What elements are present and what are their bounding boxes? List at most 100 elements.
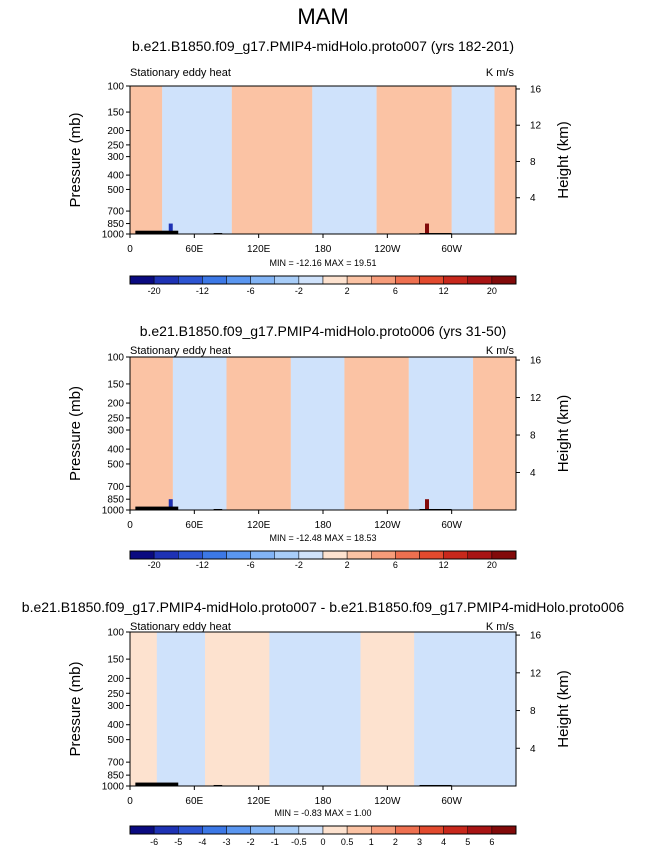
colorbar-swatch xyxy=(346,550,372,560)
y-tick-label: 500 xyxy=(107,185,124,196)
y-tick-label: 100 xyxy=(107,82,124,93)
colorbar-swatch xyxy=(250,550,275,560)
heatmap-extreme xyxy=(168,499,173,510)
height-tick-label: 12 xyxy=(530,668,542,679)
colorbar-swatch xyxy=(274,550,300,560)
colorbar-tick-label: -2 xyxy=(247,837,255,847)
x-tick-label: 60E xyxy=(185,244,203,255)
colorbar-swatch xyxy=(395,550,420,560)
min-max-stats: MIN = -0.83 MAX = 1.00 xyxy=(274,808,371,818)
colorbar-tick-label: 2 xyxy=(345,560,350,570)
heatmap-band xyxy=(205,632,270,786)
y-tick-label: 300 xyxy=(107,701,124,712)
heatmap-band xyxy=(269,632,361,786)
panel-title: b.e21.B1850.f09_g17.PMIP4-midHolo.proto0… xyxy=(132,38,514,54)
x-tick-label: 120W xyxy=(374,520,401,531)
colorbar-swatch xyxy=(250,825,275,835)
colorbar-swatch xyxy=(322,825,348,835)
colorbar-swatch xyxy=(467,550,493,560)
y2-axis-title: Height (km) xyxy=(555,395,572,473)
colorbar-swatch xyxy=(298,550,324,560)
panel-units: K m/s xyxy=(486,345,515,357)
height-tick-label: 12 xyxy=(530,393,542,404)
heatmap-band xyxy=(494,86,516,234)
y-tick-label: 400 xyxy=(107,445,124,456)
colorbar-tick-label: -2 xyxy=(295,286,303,296)
heatmap-band xyxy=(408,357,474,510)
y-tick-label: 850 xyxy=(107,219,124,230)
colorbar-tick-label: 5 xyxy=(465,837,470,847)
y-tick-label: 150 xyxy=(107,108,124,119)
height-tick-label: 4 xyxy=(530,744,536,755)
colorbar-swatch xyxy=(178,550,203,560)
panel-title: b.e21.B1850.f09_g17.PMIP4-midHolo.proto0… xyxy=(22,599,625,615)
y-tick-label: 100 xyxy=(107,628,124,639)
colorbar-tick-label: 0.5 xyxy=(341,837,354,847)
colorbar-swatch xyxy=(274,275,300,285)
colorbar-swatch xyxy=(153,550,179,560)
heatmap-band xyxy=(360,632,415,786)
colorbar-tick-label: -20 xyxy=(148,560,161,570)
heatmap-band xyxy=(162,86,232,234)
heatmap-band xyxy=(130,86,163,234)
x-tick-label: 180 xyxy=(315,520,332,531)
panel-title: b.e21.B1850.f09_g17.PMIP4-midHolo.proto0… xyxy=(140,323,507,339)
colorbar-frame xyxy=(129,550,517,560)
topography xyxy=(135,782,179,786)
colorbar-swatch xyxy=(129,550,155,560)
min-max-stats: MIN = -12.48 MAX = 18.53 xyxy=(269,533,376,543)
colorbar-swatch xyxy=(443,825,468,835)
y-tick-label: 200 xyxy=(107,674,124,685)
colorbar-swatch xyxy=(298,825,324,835)
colorbar-swatch xyxy=(226,825,251,835)
x-tick-label: 60W xyxy=(441,796,462,807)
y-tick-label: 700 xyxy=(107,758,124,769)
colorbar-swatch xyxy=(419,275,444,285)
height-tick-label: 12 xyxy=(530,121,542,132)
colorbar-swatch xyxy=(202,825,227,835)
colorbar-tick-label: -5 xyxy=(174,837,182,847)
x-tick-label: 0 xyxy=(127,520,133,531)
y-axis-title: Pressure (mb) xyxy=(67,112,84,207)
colorbar-swatch xyxy=(467,275,493,285)
colorbar-frame xyxy=(129,275,517,285)
colorbar-swatch xyxy=(443,275,468,285)
colorbar-tick-label: -3 xyxy=(222,837,230,847)
heatmap-band xyxy=(473,357,516,510)
panel-units: K m/s xyxy=(486,621,515,633)
colorbar-swatch xyxy=(371,275,396,285)
panel-units: K m/s xyxy=(486,67,515,79)
x-tick-label: 0 xyxy=(127,796,133,807)
y-tick-label: 700 xyxy=(107,207,124,218)
topography xyxy=(213,784,223,786)
colorbar-swatch xyxy=(443,550,468,560)
y2-axis-title: Height (km) xyxy=(555,121,572,199)
heatmap-band xyxy=(451,86,495,234)
y-tick-label: 850 xyxy=(107,495,124,506)
x-tick-label: 60W xyxy=(441,520,462,531)
topography xyxy=(213,508,223,510)
colorbar-tick-label: -20 xyxy=(148,286,161,296)
colorbar-tick-label: -0.5 xyxy=(291,837,307,847)
y-tick-label: 400 xyxy=(107,720,124,731)
y-tick-label: 250 xyxy=(107,689,124,700)
colorbar-swatch xyxy=(274,825,300,835)
height-tick-label: 4 xyxy=(530,468,536,479)
height-tick-label: 8 xyxy=(530,431,536,442)
colorbar-swatch xyxy=(346,275,372,285)
x-tick-label: 120W xyxy=(374,796,401,807)
colorbar-tick-label: -6 xyxy=(247,286,255,296)
colorbar-swatch xyxy=(250,275,275,285)
colorbar-swatch xyxy=(153,825,179,835)
heatmap-band xyxy=(130,632,157,786)
height-tick-label: 4 xyxy=(530,193,536,204)
heatmap-band xyxy=(344,357,409,510)
colorbar-tick-label: 2 xyxy=(393,837,398,847)
y-tick-label: 300 xyxy=(107,425,124,436)
y-tick-label: 500 xyxy=(107,735,124,746)
y-tick-label: 400 xyxy=(107,171,124,182)
x-tick-label: 120E xyxy=(247,244,271,255)
topography xyxy=(135,506,179,510)
colorbar-swatch xyxy=(491,550,517,560)
